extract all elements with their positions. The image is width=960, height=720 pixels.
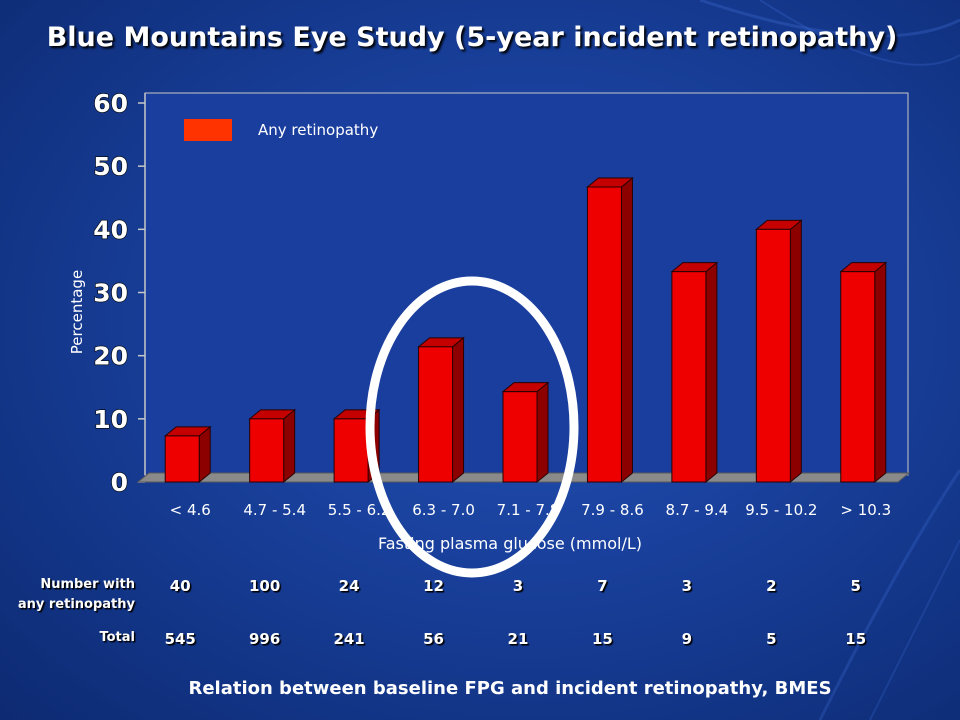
bar-side	[283, 408, 296, 484]
bar-front	[840, 271, 876, 483]
bar	[163, 425, 212, 484]
bar-side	[874, 261, 887, 484]
x-tick-label: 4.7 - 5.4	[243, 501, 306, 519]
x-tick-label: < 4.6	[170, 501, 211, 519]
bar-front	[249, 418, 285, 483]
y-tick-label: 30	[93, 279, 128, 308]
x-axis-title: Fasting plasma glucose (mmol/L)	[378, 534, 642, 553]
x-tick-label: 8.7 - 9.4	[666, 501, 729, 519]
number-with-cell: 24	[338, 577, 360, 595]
row-label-line1: Number with	[40, 577, 135, 592]
bar-front	[164, 435, 200, 483]
row-label-line2: any retinopathy	[17, 597, 135, 612]
bar-side	[620, 176, 633, 484]
bar	[839, 261, 888, 484]
bar	[670, 261, 719, 484]
bar	[501, 381, 550, 484]
number-with-cell: 12	[423, 577, 444, 595]
y-tick-label: 40	[93, 215, 128, 244]
legend-swatch	[184, 119, 232, 141]
total-row: 545 996 241 56 21 15 9 5 15	[138, 630, 898, 648]
total-cell: 56	[423, 630, 444, 648]
legend-label: Any retinopathy	[258, 121, 379, 139]
total-cell: 996	[249, 630, 281, 648]
number-with-cell: 40	[169, 577, 191, 595]
bar-front	[333, 418, 369, 483]
bar-side	[452, 336, 465, 484]
number-with-cell: 3	[512, 577, 524, 595]
total-cell: 9	[681, 630, 693, 648]
bar	[586, 176, 634, 484]
bar-side	[705, 261, 718, 484]
number-with-row: 40 100 24 12 3 7 3 2 5	[138, 577, 898, 595]
bar	[248, 408, 297, 484]
bar-front	[502, 391, 538, 483]
bar-front	[755, 228, 791, 483]
number-with-cell: 5	[850, 577, 861, 595]
bar-front	[418, 346, 454, 483]
x-tick-label: > 10.3	[840, 501, 891, 519]
total-cell: 15	[591, 630, 613, 648]
total-cell: 15	[845, 630, 867, 648]
x-tick-label: 7.1 - 7.8	[497, 501, 560, 519]
number-with-cell: 100	[249, 577, 281, 595]
x-tick-label: 7.9 - 8.6	[581, 501, 644, 519]
chart-title: Blue Mountains Eye Study (5-year inciden…	[46, 22, 898, 53]
x-tick-label: 9.5 - 10.2	[745, 501, 817, 519]
y-tick-label: 20	[93, 342, 128, 371]
bar	[417, 336, 465, 484]
number-with-cell: 7	[597, 577, 608, 595]
y-tick-label: 50	[93, 152, 128, 181]
highlight-circle	[365, 276, 579, 578]
total-cell: 241	[333, 630, 365, 648]
total-cell: 5	[766, 630, 777, 648]
y-tick-label: 0	[111, 468, 128, 497]
y-tick-label: 10	[93, 405, 128, 434]
number-with-cell: 3	[681, 577, 693, 595]
number-with-cell: 2	[766, 577, 777, 595]
figure-caption: Relation between baseline FPG and incide…	[188, 678, 832, 699]
bar	[754, 219, 803, 484]
bar-side	[536, 381, 549, 484]
y-tick-label: 60	[93, 89, 128, 118]
bar-front	[586, 186, 622, 483]
x-tick-label: 5.5 - 6.2	[328, 501, 391, 519]
row-label-total: Total	[99, 630, 135, 645]
y-axis-title: Percentage	[68, 269, 86, 355]
bar-side	[789, 219, 802, 484]
x-tick-label: 6.3 - 7.0	[412, 501, 475, 519]
legend: Any retinopathy	[184, 119, 378, 141]
total-cell: 21	[507, 630, 529, 648]
total-cell: 545	[164, 630, 196, 648]
bar-front	[671, 271, 707, 483]
row-label-number-with: Number with any retinopathy	[18, 575, 135, 615]
